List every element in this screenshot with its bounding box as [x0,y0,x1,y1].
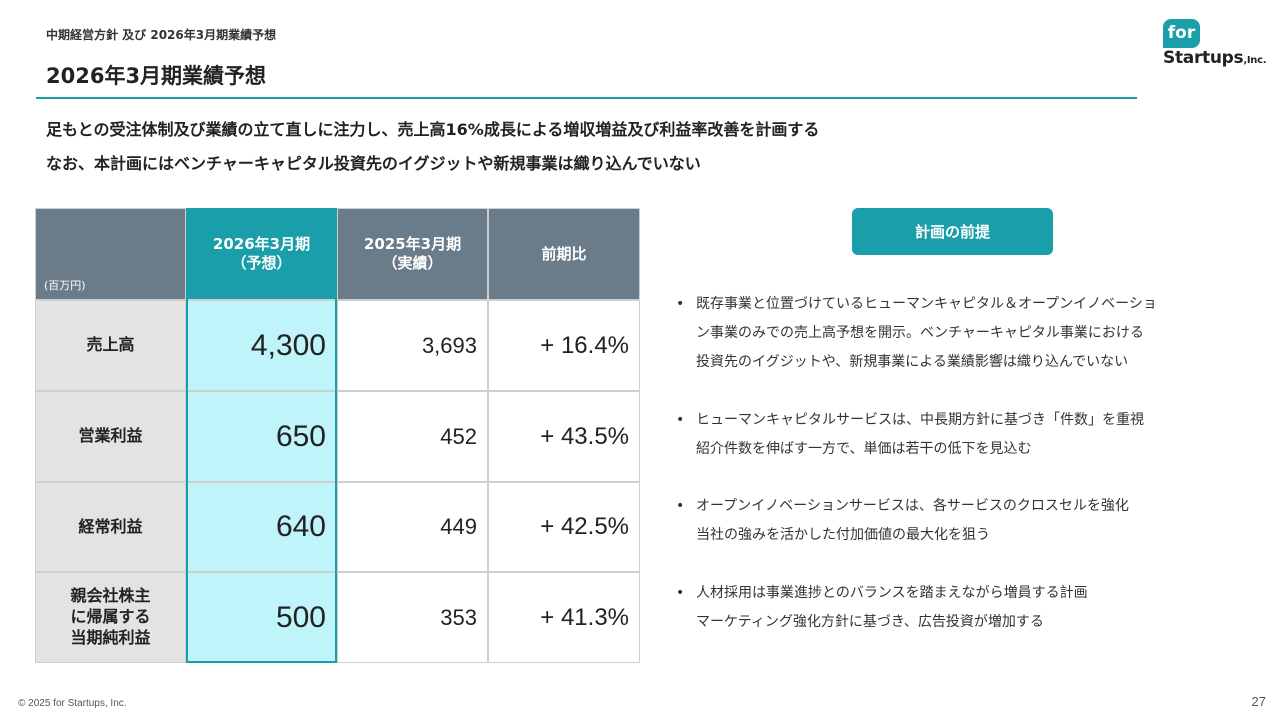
logo-wordmark: Startups,Inc. [1163,48,1267,68]
row-label-text: 営業利益 [78,426,143,446]
bullet-line: 人材採用は事業進捗とのバランスを踏まえながら増員する計画 [696,585,1088,601]
ratio-value-revenue: + 16.4% [488,300,640,391]
bullet-line: 既存事業と位置づけているヒューマンキャピタル＆オープンイノベーショ [696,296,1157,312]
title-divider [36,97,1137,99]
table-header-ratio: 前期比 [488,208,640,300]
row-label-text-line3: 当期純利益 [70,627,151,647]
forecast-table: (百万円) 2026年3月期 （予想） 2025年3月期 （実績） 前期比 売上… [35,208,640,663]
row-label-ordinary-profit: 経常利益 [35,482,186,572]
ratio-value-net-income: + 41.3% [488,572,640,663]
row-label-text: 売上高 [86,335,135,355]
actual-header-line2: （実績） [382,254,443,272]
premise-badge: 計画の前提 [852,208,1053,255]
forecast-value-net-income: 500 [186,572,337,663]
premise-bullet-3: • オープンイノベーションサービスは、各サービスのクロスセルを強化 当社の強みを… [676,492,1256,550]
row-label-text-line1: 親会社株主 [70,586,151,606]
actual-header-line1: 2025年3月期 [363,235,462,254]
forecast-value-ordinary-profit: 640 [186,482,337,572]
premise-bullet-4: • 人材採用は事業進捗とのバランスを踏まえながら増員する計画 マーケティング強化… [676,579,1256,637]
logo-inc-text: ,Inc. [1243,55,1267,66]
row-label-operating-profit: 営業利益 [35,391,186,482]
bullet-line: 当社の強みを活かした付加価値の最大化を狙う [696,527,990,543]
table-header-forecast: 2026年3月期 （予想） [186,208,337,300]
bullet-dot: • [676,296,685,312]
company-logo: for Startups,Inc. [1163,19,1273,71]
page-number: 27 [1251,694,1266,709]
row-label-net-income: 親会社株主 に帰属する 当期純利益 [35,572,186,663]
actual-value-operating-profit: 452 [337,391,488,482]
bullet-dot: • [676,585,685,601]
table-header-corner: (百万円) [35,208,186,300]
bullet-line: 投資先のイグジットや、新規事業による業績影響は織り込んでいない [696,354,1129,370]
row-label-text-line2: に帰属する [70,607,151,627]
table-unit-label: (百万円) [44,279,86,293]
forecast-header-line2: （予想） [231,254,292,272]
actual-value-net-income: 353 [337,572,488,663]
forecast-header-line1: 2026年3月期 [212,235,311,254]
actual-value-revenue: 3,693 [337,300,488,391]
bullet-line: ヒューマンキャピタルサービスは、中長期方針に基づき「件数」を重視 [696,412,1144,428]
ratio-header-line1: 前期比 [541,244,587,263]
premise-bullet-1: • 既存事業と位置づけているヒューマンキャピタル＆オープンイノベーショ ン事業の… [676,290,1256,377]
actual-value-ordinary-profit: 449 [337,482,488,572]
table-header-actual: 2025年3月期 （実績） [337,208,488,300]
bullet-dot: • [676,498,685,514]
bullet-line: ン事業のみでの売上高予想を開示。ベンチャーキャピタル事業における [696,325,1144,341]
bullet-line: マーケティング強化方針に基づき、広告投資が増加する [696,614,1044,630]
breadcrumb: 中期経営方針 及び 2026年3月期業績予想 [46,28,277,42]
row-label-text: 経常利益 [78,516,143,536]
ratio-value-operating-profit: + 43.5% [488,391,640,482]
premise-bullet-2: • ヒューマンキャピタルサービスは、中長期方針に基づき「件数」を重視 紹介件数を… [676,406,1256,464]
bullet-dot: • [676,412,685,428]
lead-statement-2: なお、本計画にはベンチャーキャピタル投資先のイグジットや新規事業は織り込んでいな… [46,154,701,173]
forecast-value-operating-profit: 650 [186,391,337,482]
lead-statement-1: 足もとの受注体制及び業績の立て直しに注力し、売上高16%成長による増収増益及び利… [46,120,820,139]
logo-startups-text: Startups [1163,48,1244,68]
row-label-revenue: 売上高 [35,300,186,391]
forecast-value-revenue: 4,300 [186,300,337,391]
page-title: 2026年3月期業績予想 [46,64,267,88]
bullet-line: オープンイノベーションサービスは、各サービスのクロスセルを強化 [696,498,1129,514]
bullet-line: 紹介件数を伸ばす一方で、単価は若干の低下を見込む [696,441,1032,457]
copyright: © 2025 for Startups, Inc. [18,698,127,709]
logo-for-mark: for [1163,19,1200,48]
ratio-value-ordinary-profit: + 42.5% [488,482,640,572]
